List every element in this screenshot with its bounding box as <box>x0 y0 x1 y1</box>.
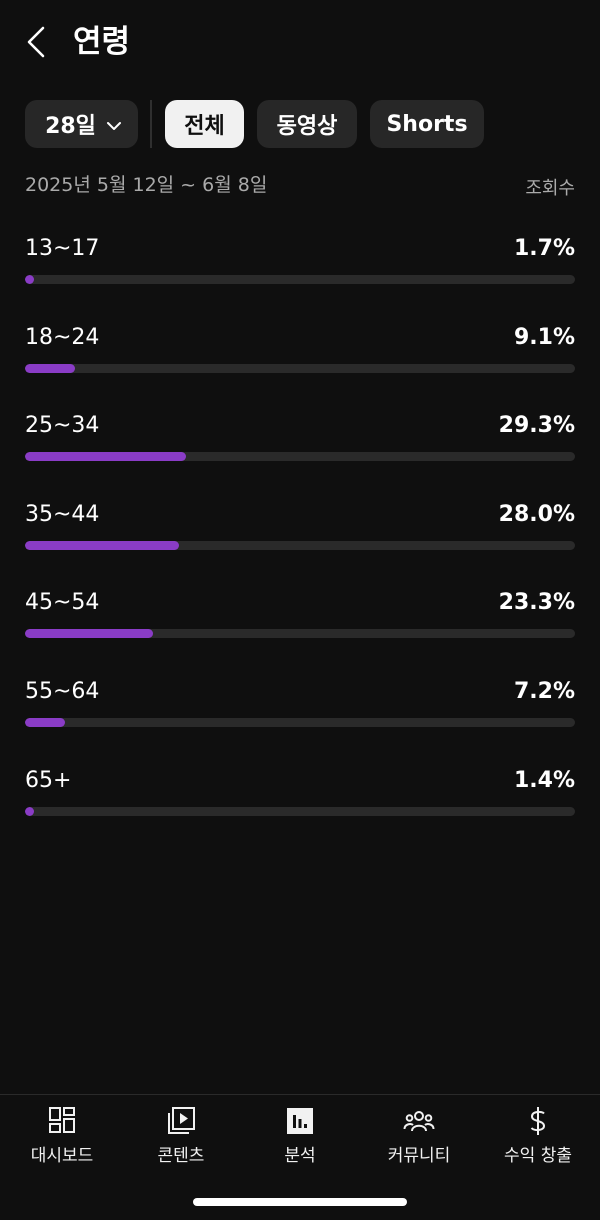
bar-track <box>25 806 575 816</box>
age-bar-chart: 13~17 1.7% 18~24 9.1% 25~34 29.3% 35~44 28.0% 45… <box>25 230 575 850</box>
age-row: 55~64 7.2% <box>25 673 575 762</box>
filter-bar: 28일 전체 동영상 Shorts <box>25 100 484 148</box>
tab-all[interactable]: 전체 <box>165 100 244 148</box>
content-icon <box>168 1107 195 1134</box>
back-button[interactable] <box>20 22 60 62</box>
community-icon <box>403 1111 435 1132</box>
bar-track <box>25 717 575 727</box>
chevron-left-icon <box>27 26 45 58</box>
tab-shorts[interactable]: Shorts <box>370 100 484 148</box>
chevron-down-icon <box>106 112 122 137</box>
age-percentage: 1.7% <box>513 236 575 261</box>
bar-track <box>25 275 575 284</box>
age-percentage: 1.4% <box>513 767 575 793</box>
date-range: 2025년 5월 12일 ~ 6월 8일 <box>25 174 268 196</box>
age-percentage: 7.2% <box>513 678 575 704</box>
age-row: 25~34 29.3% <box>25 407 575 496</box>
age-label: 13~17 <box>25 236 100 261</box>
bar-track <box>25 540 575 550</box>
nav-analytics[interactable]: 분석 <box>240 1095 360 1175</box>
nav-label: 커뮤니티 <box>387 1146 451 1166</box>
top-app-bar: 연령 <box>0 0 600 84</box>
monetization-icon <box>530 1107 546 1135</box>
page-title: 연령 <box>73 24 131 60</box>
nav-label: 분석 <box>284 1146 316 1166</box>
age-label: 65+ <box>25 767 72 793</box>
nav-label: 수익 창출 <box>504 1146 572 1166</box>
age-percentage: 29.3% <box>498 413 575 439</box>
nav-label: 대시보드 <box>30 1146 94 1166</box>
age-label: 18~24 <box>25 324 100 350</box>
bar-fill <box>25 717 65 727</box>
bar-fill <box>25 629 154 639</box>
bar-fill <box>25 452 187 462</box>
tab-videos[interactable]: 동영상 <box>257 100 357 148</box>
nav-dashboard[interactable]: 대시보드 <box>2 1095 122 1175</box>
bar-track <box>25 452 575 462</box>
age-row: 18~24 9.1% <box>25 319 575 408</box>
nav-label: 콘텐츠 <box>157 1146 205 1166</box>
age-label: 45~54 <box>25 590 100 616</box>
age-percentage: 23.3% <box>498 590 575 616</box>
dashboard-icon <box>49 1107 75 1133</box>
age-percentage: 9.1% <box>513 324 575 350</box>
period-label: 28일 <box>45 114 96 139</box>
nav-monetization[interactable]: 수익 창출 <box>478 1095 598 1175</box>
age-percentage: 28.0% <box>498 501 575 527</box>
bar-fill <box>25 806 34 816</box>
filter-divider <box>150 100 152 148</box>
age-row: 35~44 28.0% <box>25 496 575 585</box>
nav-community[interactable]: 커뮤니티 <box>359 1095 479 1175</box>
age-row: 13~17 1.7% <box>25 230 575 319</box>
bar-track <box>25 629 575 639</box>
age-row: 45~54 23.3% <box>25 584 575 673</box>
bar-fill <box>25 540 179 550</box>
bar-fill <box>25 275 35 284</box>
age-label: 25~34 <box>25 413 100 439</box>
period-dropdown[interactable]: 28일 <box>25 100 138 148</box>
analytics-icon <box>287 1108 313 1134</box>
home-indicator[interactable] <box>193 1198 407 1206</box>
age-label: 35~44 <box>25 501 100 527</box>
age-row: 65+ 1.4% <box>25 762 575 851</box>
bar-fill <box>25 363 75 373</box>
nav-content[interactable]: 콘텐츠 <box>121 1095 241 1175</box>
age-label: 55~64 <box>25 678 100 704</box>
bar-track <box>25 363 575 373</box>
metric-label: 조회수 <box>525 178 575 199</box>
